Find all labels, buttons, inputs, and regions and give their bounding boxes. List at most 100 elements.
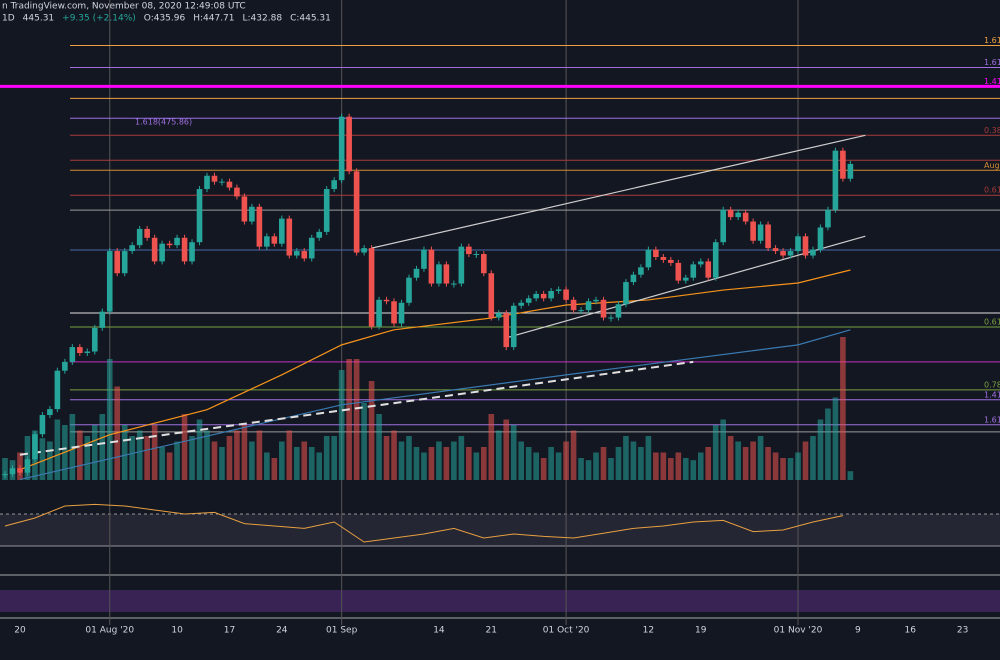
volume-bar	[451, 441, 457, 480]
stoch-pane	[0, 590, 1000, 612]
volume-bar	[518, 441, 525, 480]
candle	[675, 262, 682, 281]
candle	[32, 434, 38, 460]
x-tick-label: 9	[855, 626, 861, 636]
candle	[825, 209, 831, 228]
volume-bar	[720, 419, 726, 480]
candle	[17, 468, 23, 473]
volume-bar	[84, 436, 91, 480]
x-tick-label: 01 Aug '20	[85, 626, 134, 636]
candle	[802, 236, 809, 256]
volume-bar	[54, 419, 61, 480]
candle	[443, 264, 450, 284]
volume-bar	[727, 436, 734, 480]
volume-bar	[563, 441, 569, 480]
volume-bar	[533, 452, 539, 480]
volume-bar	[77, 430, 83, 480]
candle	[608, 317, 614, 319]
rsi-pane	[0, 514, 1000, 546]
candle	[832, 150, 839, 210]
candle	[77, 347, 83, 353]
volume-bar	[495, 430, 502, 480]
candle	[817, 227, 824, 250]
candle	[211, 175, 218, 182]
candle	[682, 277, 689, 281]
candle	[331, 180, 337, 190]
candle	[226, 181, 233, 188]
candle	[256, 206, 263, 247]
candle	[9, 468, 16, 475]
candle	[144, 228, 150, 238]
candle	[578, 310, 584, 312]
candle	[106, 251, 113, 312]
candle	[353, 171, 360, 253]
candle	[62, 361, 68, 371]
volume-bar	[196, 419, 203, 480]
candle	[780, 251, 786, 256]
candle	[279, 218, 285, 244]
volume-bar	[802, 441, 809, 480]
volume-bar	[682, 458, 689, 480]
volume-bar	[406, 436, 412, 480]
volume-bar	[106, 359, 113, 480]
candle	[413, 268, 420, 278]
candle	[765, 224, 771, 249]
volume-bar	[765, 447, 771, 480]
volume-bar	[91, 425, 98, 480]
candle	[323, 189, 330, 232]
volume-bar	[353, 359, 360, 480]
candle	[391, 301, 397, 324]
candle	[668, 259, 674, 263]
x-tick-label: 23	[957, 626, 968, 636]
candle	[593, 299, 599, 302]
trend	[19, 360, 694, 456]
legend-item: C:445.31	[290, 14, 331, 24]
candle	[91, 327, 98, 352]
candle	[376, 299, 382, 327]
volume-bar	[323, 436, 330, 480]
legend-item: 1D	[2, 14, 15, 24]
volume-bar	[772, 452, 779, 480]
candle	[750, 221, 756, 241]
candle	[174, 237, 180, 246]
candle	[810, 249, 816, 256]
candle	[398, 302, 405, 324]
candle	[495, 313, 502, 318]
volume-bar	[376, 414, 382, 480]
volume-bar	[181, 414, 188, 480]
candle	[428, 249, 435, 284]
volume-bar	[660, 452, 667, 480]
candle	[54, 370, 61, 410]
candle	[481, 254, 487, 274]
volume-bar	[391, 430, 397, 480]
volume-bar	[548, 447, 554, 480]
volume-bar	[346, 359, 352, 480]
candle	[241, 196, 248, 222]
volume-bar	[780, 458, 786, 480]
candle	[742, 212, 749, 222]
candle	[540, 293, 547, 299]
volume-bar	[136, 430, 143, 480]
volume-bar	[675, 452, 682, 480]
volume-bar	[795, 452, 801, 480]
volume-bar	[578, 458, 584, 480]
candle	[555, 289, 562, 291]
volume-bar	[293, 447, 300, 480]
volume-bar	[249, 441, 255, 480]
candle	[795, 236, 801, 252]
channel-top	[371, 134, 866, 249]
candle	[286, 218, 293, 256]
volume-bar	[555, 452, 562, 480]
level-label: 1.618	[984, 36, 1000, 45]
candle	[653, 249, 659, 257]
candle	[264, 236, 270, 247]
candle	[645, 249, 652, 268]
candle	[249, 206, 255, 222]
x-tick-label: 01 Sep	[326, 626, 358, 636]
candle	[697, 261, 704, 265]
volume-bar	[735, 441, 741, 480]
volume-bar	[234, 430, 240, 480]
candle	[436, 264, 442, 284]
candle	[47, 409, 53, 416]
